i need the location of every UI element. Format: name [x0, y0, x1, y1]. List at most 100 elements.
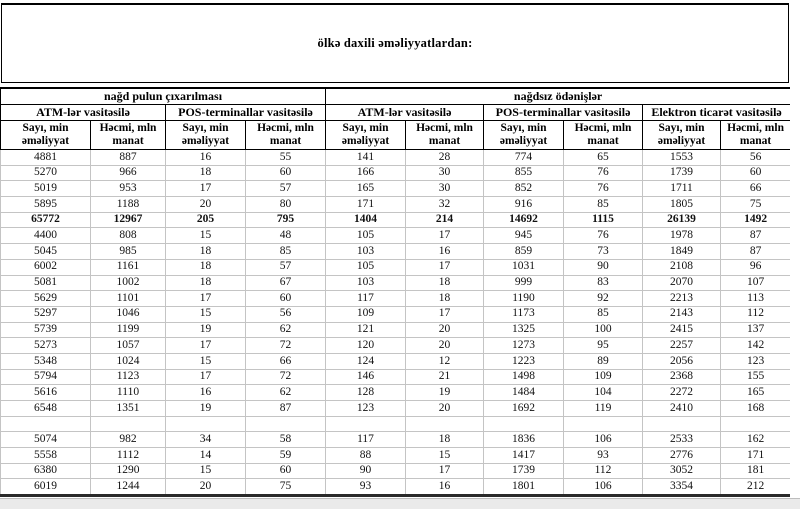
section-header-cash-withdrawal: nağd pulun çıxarılması: [0, 87, 327, 105]
cell: 103: [325, 275, 407, 292]
table-row: 5273 1057 17 72 120 20 1273 95 2257 142: [0, 337, 792, 354]
cell: 1123: [90, 369, 166, 386]
cell: 1223: [483, 353, 565, 370]
cell: 1273: [483, 337, 565, 354]
cell: 5739: [0, 322, 91, 339]
cell: 123: [325, 400, 407, 417]
cell: 20: [405, 322, 485, 339]
cell: 17: [165, 337, 246, 354]
cell: 66: [720, 180, 792, 198]
cell: 999: [483, 275, 565, 292]
cell: 6002: [0, 259, 91, 276]
cell: 1417: [483, 447, 565, 464]
cell: [0, 416, 91, 433]
cell: 65772: [0, 212, 91, 229]
cell: 2257: [642, 337, 722, 354]
cell: 1805: [642, 196, 722, 213]
cell: 1290: [90, 463, 166, 480]
cell: 56: [244, 306, 327, 323]
cell: 59: [244, 447, 327, 464]
cell: 181: [720, 463, 792, 480]
cell: 76: [563, 165, 644, 182]
cell: [720, 416, 792, 433]
table-row: 5081 1002 18 67 103 18 999 83 2070 107: [0, 275, 792, 292]
cell: 982: [90, 431, 166, 449]
cell: 90: [325, 463, 407, 480]
cell: 5895: [0, 196, 91, 213]
cell: 18: [165, 259, 246, 276]
col-header-volume: Həcmi, mln manat: [720, 120, 792, 150]
table-row: 5074 982 34 58 117 18 1836 106 2533 162: [0, 431, 792, 449]
cell: 14692: [483, 212, 565, 229]
cell: 109: [563, 369, 644, 386]
cell: 1173: [483, 306, 565, 323]
cell: 85: [244, 243, 327, 260]
cell: 15: [165, 463, 246, 480]
cell: 2056: [642, 353, 722, 370]
table-row: 4400 808 15 48 105 17 945 76 1978 87: [0, 227, 792, 245]
cell: 5045: [0, 243, 91, 260]
cell: 66: [244, 353, 327, 370]
cell: 60: [720, 165, 792, 182]
cell: 19: [165, 322, 246, 339]
cell: 17: [405, 463, 485, 480]
cell: 20: [165, 196, 246, 213]
cell: 62: [244, 322, 327, 339]
cell: 90: [563, 259, 644, 276]
cell: 966: [90, 165, 166, 182]
cell: 16: [405, 478, 485, 497]
cell: 72: [244, 337, 327, 354]
cell: 212: [720, 478, 792, 497]
table-header: nağd pulun çıxarılması nağdsız ödənişlər…: [0, 87, 792, 150]
cell: 17: [405, 306, 485, 323]
cell: 16: [165, 149, 246, 166]
cell: 15: [165, 227, 246, 245]
table-row: 4881 887 16 55 141 28 774 65 1553 56: [0, 149, 792, 166]
col-header-count: Sayı, min əməliyyat: [325, 120, 407, 150]
cell: 15: [405, 447, 485, 464]
cell: [563, 416, 644, 433]
col-header-count: Sayı, min əməliyyat: [642, 120, 722, 150]
col-header-count: Sayı, min əməliyyat: [0, 120, 91, 150]
cell: [483, 416, 565, 433]
cell: 2108: [642, 259, 722, 276]
cell: 18: [405, 431, 485, 449]
cell: 18: [165, 275, 246, 292]
cell: 87: [244, 400, 327, 417]
cell: 128: [325, 384, 407, 401]
cell: 85: [563, 306, 644, 323]
col-header-volume: Həcmi, mln manat: [563, 120, 644, 150]
cell: 65: [563, 149, 644, 166]
table-row: 5794 1123 17 72 146 21 1498 109 2368 155: [0, 369, 792, 386]
cell: 1404: [325, 212, 407, 229]
cell: 2776: [642, 447, 722, 464]
cell: 17: [165, 180, 246, 198]
cell: 5629: [0, 290, 91, 307]
table-row: 6548 1351 19 87 123 20 1692 119 2410 168: [0, 400, 792, 417]
cell: 774: [483, 149, 565, 166]
cell: 32: [405, 196, 485, 213]
cell: 103: [325, 243, 407, 260]
cell: 55: [244, 149, 327, 166]
cell: 1836: [483, 431, 565, 449]
cell: 87: [720, 227, 792, 245]
group-header-pos-cashless: POS-terminallar vasitəsilə: [483, 104, 644, 121]
cell: 16: [165, 384, 246, 401]
cell: 1188: [90, 196, 166, 213]
cell: 168: [720, 400, 792, 417]
header-row-channels: ATM-lər vasitəsilə POS-terminallar vasit…: [0, 104, 792, 121]
table-row: 6380 1290 15 60 90 17 1739 112 3052 181: [0, 463, 792, 480]
cell: 14: [165, 447, 246, 464]
cell: 20: [165, 478, 246, 497]
cell: 2533: [642, 431, 722, 449]
cell: 6019: [0, 478, 91, 497]
cell: 60: [244, 290, 327, 307]
cell: 123: [720, 353, 792, 370]
cell: 1553: [642, 149, 722, 166]
cell: 96: [720, 259, 792, 276]
cell: 20: [405, 400, 485, 417]
cell: 1112: [90, 447, 166, 464]
cell: 945: [483, 227, 565, 245]
cell: 89: [563, 353, 644, 370]
cell: 119: [563, 400, 644, 417]
